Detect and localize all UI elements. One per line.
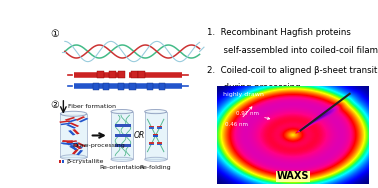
Bar	[125, 134, 131, 137]
Bar	[68, 143, 79, 145]
Bar	[73, 144, 83, 149]
Circle shape	[48, 102, 61, 108]
Bar	[121, 144, 126, 147]
Text: Re-folding: Re-folding	[140, 165, 172, 170]
Text: 0.97 nm: 0.97 nm	[236, 111, 270, 119]
Bar	[129, 83, 136, 90]
Circle shape	[48, 31, 61, 37]
Text: 2.  Coiled-coil to aligned β-sheet transition: 2. Coiled-coil to aligned β-sheet transi…	[207, 66, 378, 75]
Bar	[138, 71, 146, 78]
Text: 0.46 nm: 0.46 nm	[225, 107, 252, 127]
Bar	[79, 118, 88, 122]
Bar	[97, 71, 104, 78]
Bar	[125, 144, 131, 147]
Bar	[111, 112, 133, 159]
Bar	[115, 134, 121, 137]
Bar	[68, 130, 76, 135]
Bar	[103, 83, 109, 90]
Text: self-assembled into coiled-coil filaments: self-assembled into coiled-coil filament…	[207, 46, 378, 55]
Bar	[121, 134, 126, 137]
Text: ②: ②	[50, 100, 59, 110]
Bar	[118, 71, 125, 78]
Bar	[125, 144, 131, 147]
Bar	[70, 122, 79, 127]
Bar	[77, 142, 86, 147]
Bar	[69, 146, 78, 151]
Bar	[149, 144, 154, 145]
Bar	[145, 112, 167, 159]
Bar	[60, 142, 71, 145]
Ellipse shape	[60, 111, 87, 116]
Bar	[60, 114, 87, 157]
Bar	[70, 145, 77, 150]
Bar	[62, 160, 64, 163]
Ellipse shape	[145, 110, 167, 114]
Bar	[121, 144, 126, 147]
Text: Fiber formation: Fiber formation	[68, 104, 116, 109]
Bar	[157, 127, 163, 129]
Bar	[115, 144, 121, 147]
Text: highly drawn: highly drawn	[223, 92, 264, 97]
Bar	[76, 116, 85, 121]
Ellipse shape	[145, 157, 167, 161]
Bar	[153, 134, 158, 136]
Bar	[121, 124, 126, 127]
Text: Draw-processing: Draw-processing	[72, 143, 125, 148]
Bar	[62, 140, 73, 143]
Text: β-crystallite: β-crystallite	[66, 159, 104, 164]
Bar	[153, 136, 158, 137]
Bar	[109, 71, 116, 78]
Bar	[72, 129, 80, 134]
Bar	[125, 124, 131, 127]
Bar	[149, 127, 154, 129]
Bar	[121, 134, 126, 137]
Bar	[66, 124, 76, 129]
Ellipse shape	[111, 110, 133, 114]
Bar	[115, 144, 121, 147]
Bar	[118, 83, 124, 90]
Bar	[60, 123, 71, 125]
Bar	[74, 144, 82, 149]
Bar	[62, 143, 73, 144]
Bar	[131, 71, 138, 78]
Bar	[72, 149, 79, 154]
Bar	[62, 140, 73, 142]
Bar	[157, 126, 163, 127]
Bar	[157, 142, 163, 144]
Ellipse shape	[111, 157, 133, 161]
Bar	[115, 124, 121, 127]
Text: OR: OR	[134, 131, 145, 140]
Bar	[65, 117, 75, 121]
Bar	[59, 120, 70, 123]
Bar	[121, 124, 126, 127]
Text: WAXS: WAXS	[277, 171, 309, 181]
Bar	[149, 142, 154, 144]
Bar	[125, 134, 131, 137]
Bar	[93, 83, 99, 90]
Bar	[115, 134, 121, 137]
Bar	[76, 150, 83, 155]
Bar	[153, 134, 158, 136]
Bar	[153, 136, 158, 137]
Bar	[66, 140, 77, 143]
Bar	[67, 119, 78, 123]
Ellipse shape	[60, 155, 87, 160]
Bar	[147, 83, 153, 90]
Bar	[115, 124, 121, 127]
Text: 1.  Recombinant Hagfish proteins: 1. Recombinant Hagfish proteins	[207, 28, 351, 37]
Bar	[159, 83, 165, 90]
Text: Re-orientation: Re-orientation	[99, 165, 144, 170]
Bar	[73, 144, 82, 149]
Bar	[149, 126, 154, 127]
Bar	[125, 124, 131, 127]
Text: ①: ①	[50, 29, 59, 39]
Text: during processing: during processing	[207, 83, 301, 92]
Bar	[157, 144, 163, 145]
Bar	[59, 160, 61, 163]
